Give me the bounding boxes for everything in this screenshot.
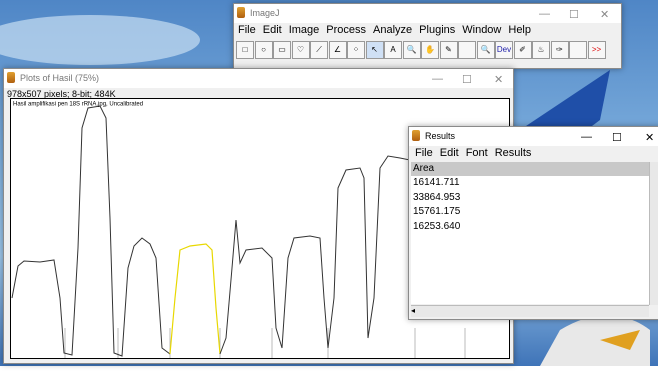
tool-button[interactable]: >> (588, 41, 606, 59)
menu-item[interactable]: Help (508, 24, 531, 36)
menu-item[interactable]: Plugins (419, 24, 455, 36)
menu-item[interactable]: File (415, 147, 433, 159)
close[interactable]: ✕ (494, 73, 503, 86)
tool-button[interactable]: ♡ (292, 41, 310, 59)
tool-button[interactable] (458, 41, 476, 59)
window-title: ImageJ (250, 8, 280, 18)
tool-button[interactable]: ⟋ (310, 41, 328, 59)
plot-label: Hasil amplifikasi pen 18S rRNA.jpg, Unca… (13, 102, 143, 108)
menu-item[interactable]: Edit (263, 24, 282, 36)
minimize[interactable]: — (539, 8, 550, 20)
menu-item[interactable]: Analyze (373, 24, 412, 36)
horizontal-scrollbar[interactable]: ◂ (411, 305, 649, 317)
table-row[interactable]: 33864.953 (411, 191, 649, 206)
tool-button[interactable]: ∠ (329, 41, 347, 59)
menu-bar: File Edit Image Process Analyze Plugins Window… (238, 24, 531, 36)
tool-button[interactable]: Dev (495, 41, 513, 59)
table-row[interactable]: 16141.711 (411, 176, 649, 191)
menu-item[interactable]: Image (289, 24, 320, 36)
window-title: Results (425, 131, 455, 141)
menu-item[interactable]: File (238, 24, 256, 36)
maximize[interactable]: ☐ (462, 73, 472, 86)
tool-button[interactable]: 🔍 (403, 41, 421, 59)
tool-button[interactable]: ⁘ (347, 41, 365, 59)
vertical-scrollbar[interactable] (649, 162, 658, 305)
imagej-window: ImageJ — ☐ ✕ File Edit Image Process Analyze Pl… (233, 3, 622, 69)
tool-button[interactable]: ○ (255, 41, 273, 59)
title-bar: Plots of Hasil (75%) — ☐ ✕ (4, 69, 513, 88)
minimize[interactable]: — (581, 131, 592, 143)
desktop: ImageJ — ☐ ✕ File Edit Image Process Analyze Pl… (0, 0, 658, 366)
tool-button[interactable]: ↖ (366, 41, 384, 59)
tool-button[interactable]: 🔍 (477, 41, 495, 59)
results-window: Results — ☐ ✕ File Edit Font Results Area 161… (408, 126, 658, 320)
maximize[interactable]: ☐ (612, 131, 622, 144)
column-header[interactable]: Area (411, 162, 649, 176)
close[interactable]: ✕ (645, 131, 654, 144)
table-row[interactable]: 16253.640 (411, 220, 649, 235)
menu-item[interactable]: Font (466, 147, 488, 159)
tool-button[interactable]: ✋ (421, 41, 439, 59)
table-row[interactable]: 15761.175 (411, 205, 649, 220)
menu-bar: File Edit Font Results (415, 147, 531, 159)
menu-item[interactable]: Edit (440, 147, 459, 159)
menu-item[interactable]: Process (326, 24, 366, 36)
minimize[interactable]: — (432, 73, 443, 85)
tool-button[interactable]: A (384, 41, 402, 59)
title-bar: ImageJ — ☐ ✕ (234, 4, 621, 23)
menu-item[interactable]: Results (495, 147, 532, 159)
tool-button[interactable]: ▭ (273, 41, 291, 59)
tool-button[interactable]: ✎ (440, 41, 458, 59)
tool-button[interactable]: ✐ (514, 41, 532, 59)
maximize[interactable]: ☐ (569, 8, 579, 21)
tool-button[interactable] (569, 41, 587, 59)
tool-button[interactable]: ♨ (532, 41, 550, 59)
menu-item[interactable]: Window (462, 24, 501, 36)
window-title: Plots of Hasil (75%) (20, 73, 99, 83)
close[interactable]: ✕ (600, 8, 609, 21)
tool-button[interactable]: □ (236, 41, 254, 59)
tool-button[interactable]: ✑ (551, 41, 569, 59)
title-bar: Results — ☐ ✕ (409, 127, 658, 146)
